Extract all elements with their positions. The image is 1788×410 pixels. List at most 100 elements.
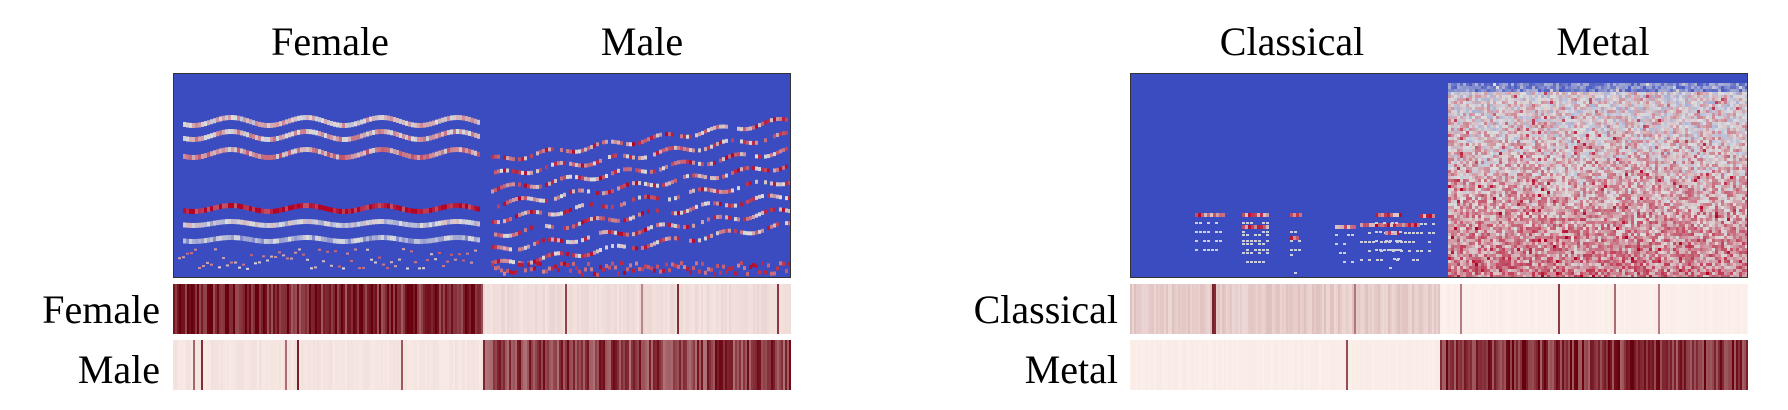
harmonic-band	[782, 207, 785, 212]
harmonic-band	[270, 222, 273, 228]
activation-cell	[249, 340, 252, 390]
harmonic-band	[656, 223, 659, 228]
noise-cell	[1454, 101, 1457, 104]
noise-cell	[1487, 140, 1490, 143]
overtone	[1207, 222, 1210, 224]
harmonic-band	[524, 228, 527, 233]
noise-cell	[1490, 140, 1493, 143]
noise-cell	[1493, 257, 1496, 260]
harmonic-band	[674, 223, 677, 228]
activation-cell	[193, 340, 196, 390]
harmonic-band	[623, 167, 626, 172]
noise-cell	[1559, 224, 1562, 227]
noise-cell	[1448, 170, 1451, 173]
activation-cell	[563, 340, 566, 390]
activation-cell	[417, 284, 420, 334]
noise-cell	[1544, 239, 1547, 242]
noise-cell	[1457, 176, 1460, 179]
activation-cell	[703, 284, 706, 334]
noise-cell	[1517, 239, 1520, 242]
activation-cell	[529, 284, 532, 334]
activation-cell	[673, 340, 676, 390]
activation-cell	[367, 340, 370, 390]
noise-cell	[1448, 158, 1451, 161]
harmonic-band	[288, 205, 291, 211]
harmonic-band	[524, 196, 527, 201]
noise-cell	[1484, 104, 1487, 107]
noise-cell	[1550, 233, 1553, 236]
noise-cell	[1481, 230, 1484, 233]
noise-cell	[1523, 188, 1526, 191]
noise-dot	[226, 264, 229, 267]
activation-cell	[411, 284, 414, 334]
harmonic-band	[318, 149, 321, 155]
noise-cell	[1466, 263, 1469, 266]
noise-cell	[1496, 215, 1499, 218]
noise-cell	[1523, 140, 1526, 143]
noise-cell	[1514, 122, 1517, 125]
noise-cell	[1487, 272, 1490, 275]
noise-cell	[1466, 146, 1469, 149]
activation-cell	[269, 340, 272, 390]
harmonic-band	[423, 208, 426, 214]
noise-cell	[1490, 131, 1493, 134]
noise-dot	[178, 257, 181, 260]
noise-cell	[1562, 173, 1565, 176]
noise-cell	[1574, 179, 1577, 182]
harmonic-band	[611, 189, 614, 194]
activation-cell	[231, 284, 234, 334]
noise-cell	[1565, 185, 1568, 188]
noise-cell	[1538, 275, 1541, 278]
noise-cell	[1553, 209, 1556, 212]
noise-cell	[1523, 218, 1526, 221]
noise-cell	[1502, 200, 1505, 203]
activation-cell	[177, 284, 180, 334]
noise-cell	[1520, 185, 1523, 188]
activation-cell	[597, 340, 600, 390]
overtone	[1376, 259, 1379, 261]
noise-cell	[1499, 257, 1502, 260]
harmonic-band	[560, 160, 563, 165]
harmonic-band	[339, 208, 342, 214]
noise-cell	[1526, 137, 1529, 140]
noise-cell	[1502, 131, 1505, 134]
noise-cell	[1475, 203, 1478, 206]
activation-cell	[517, 284, 520, 334]
noise-cell	[1529, 248, 1532, 251]
noise-cell	[1529, 188, 1532, 191]
activation-cell	[653, 340, 656, 390]
noise-cell	[1460, 116, 1463, 119]
noise-cell	[1538, 92, 1541, 95]
noise-cell	[1490, 215, 1493, 218]
noise-cell	[1520, 260, 1523, 263]
activation-cell	[603, 340, 606, 390]
noise-cell	[1454, 203, 1457, 206]
noise-cell	[1544, 89, 1547, 92]
noise-cell	[1562, 98, 1565, 101]
noise-cell	[1523, 263, 1526, 266]
noise-cell	[1484, 206, 1487, 209]
activation-cell	[451, 284, 454, 334]
noise-cell	[1508, 101, 1511, 104]
noise-cell	[1469, 260, 1472, 263]
activation-cell	[571, 284, 574, 334]
noise-cell	[1565, 227, 1568, 230]
noise-cell	[1514, 137, 1517, 140]
noise-cell	[1502, 161, 1505, 164]
harmonic-band	[300, 219, 303, 225]
noise-cell	[1499, 209, 1502, 212]
overtone	[1207, 240, 1210, 242]
harmonic-band	[462, 115, 465, 121]
harmonic-band	[264, 238, 267, 244]
harmonic-band	[201, 238, 204, 244]
harmonic-band	[563, 175, 566, 180]
activation-cell	[211, 284, 214, 334]
harmonic-band	[557, 195, 560, 200]
harmonic-band	[698, 173, 701, 178]
activation-cell	[559, 340, 562, 390]
noise-cell	[1553, 242, 1556, 245]
noise-cell	[1553, 89, 1556, 92]
harmonic-band	[189, 222, 192, 228]
activation-cell	[381, 284, 384, 334]
harmonic-band	[402, 119, 405, 125]
